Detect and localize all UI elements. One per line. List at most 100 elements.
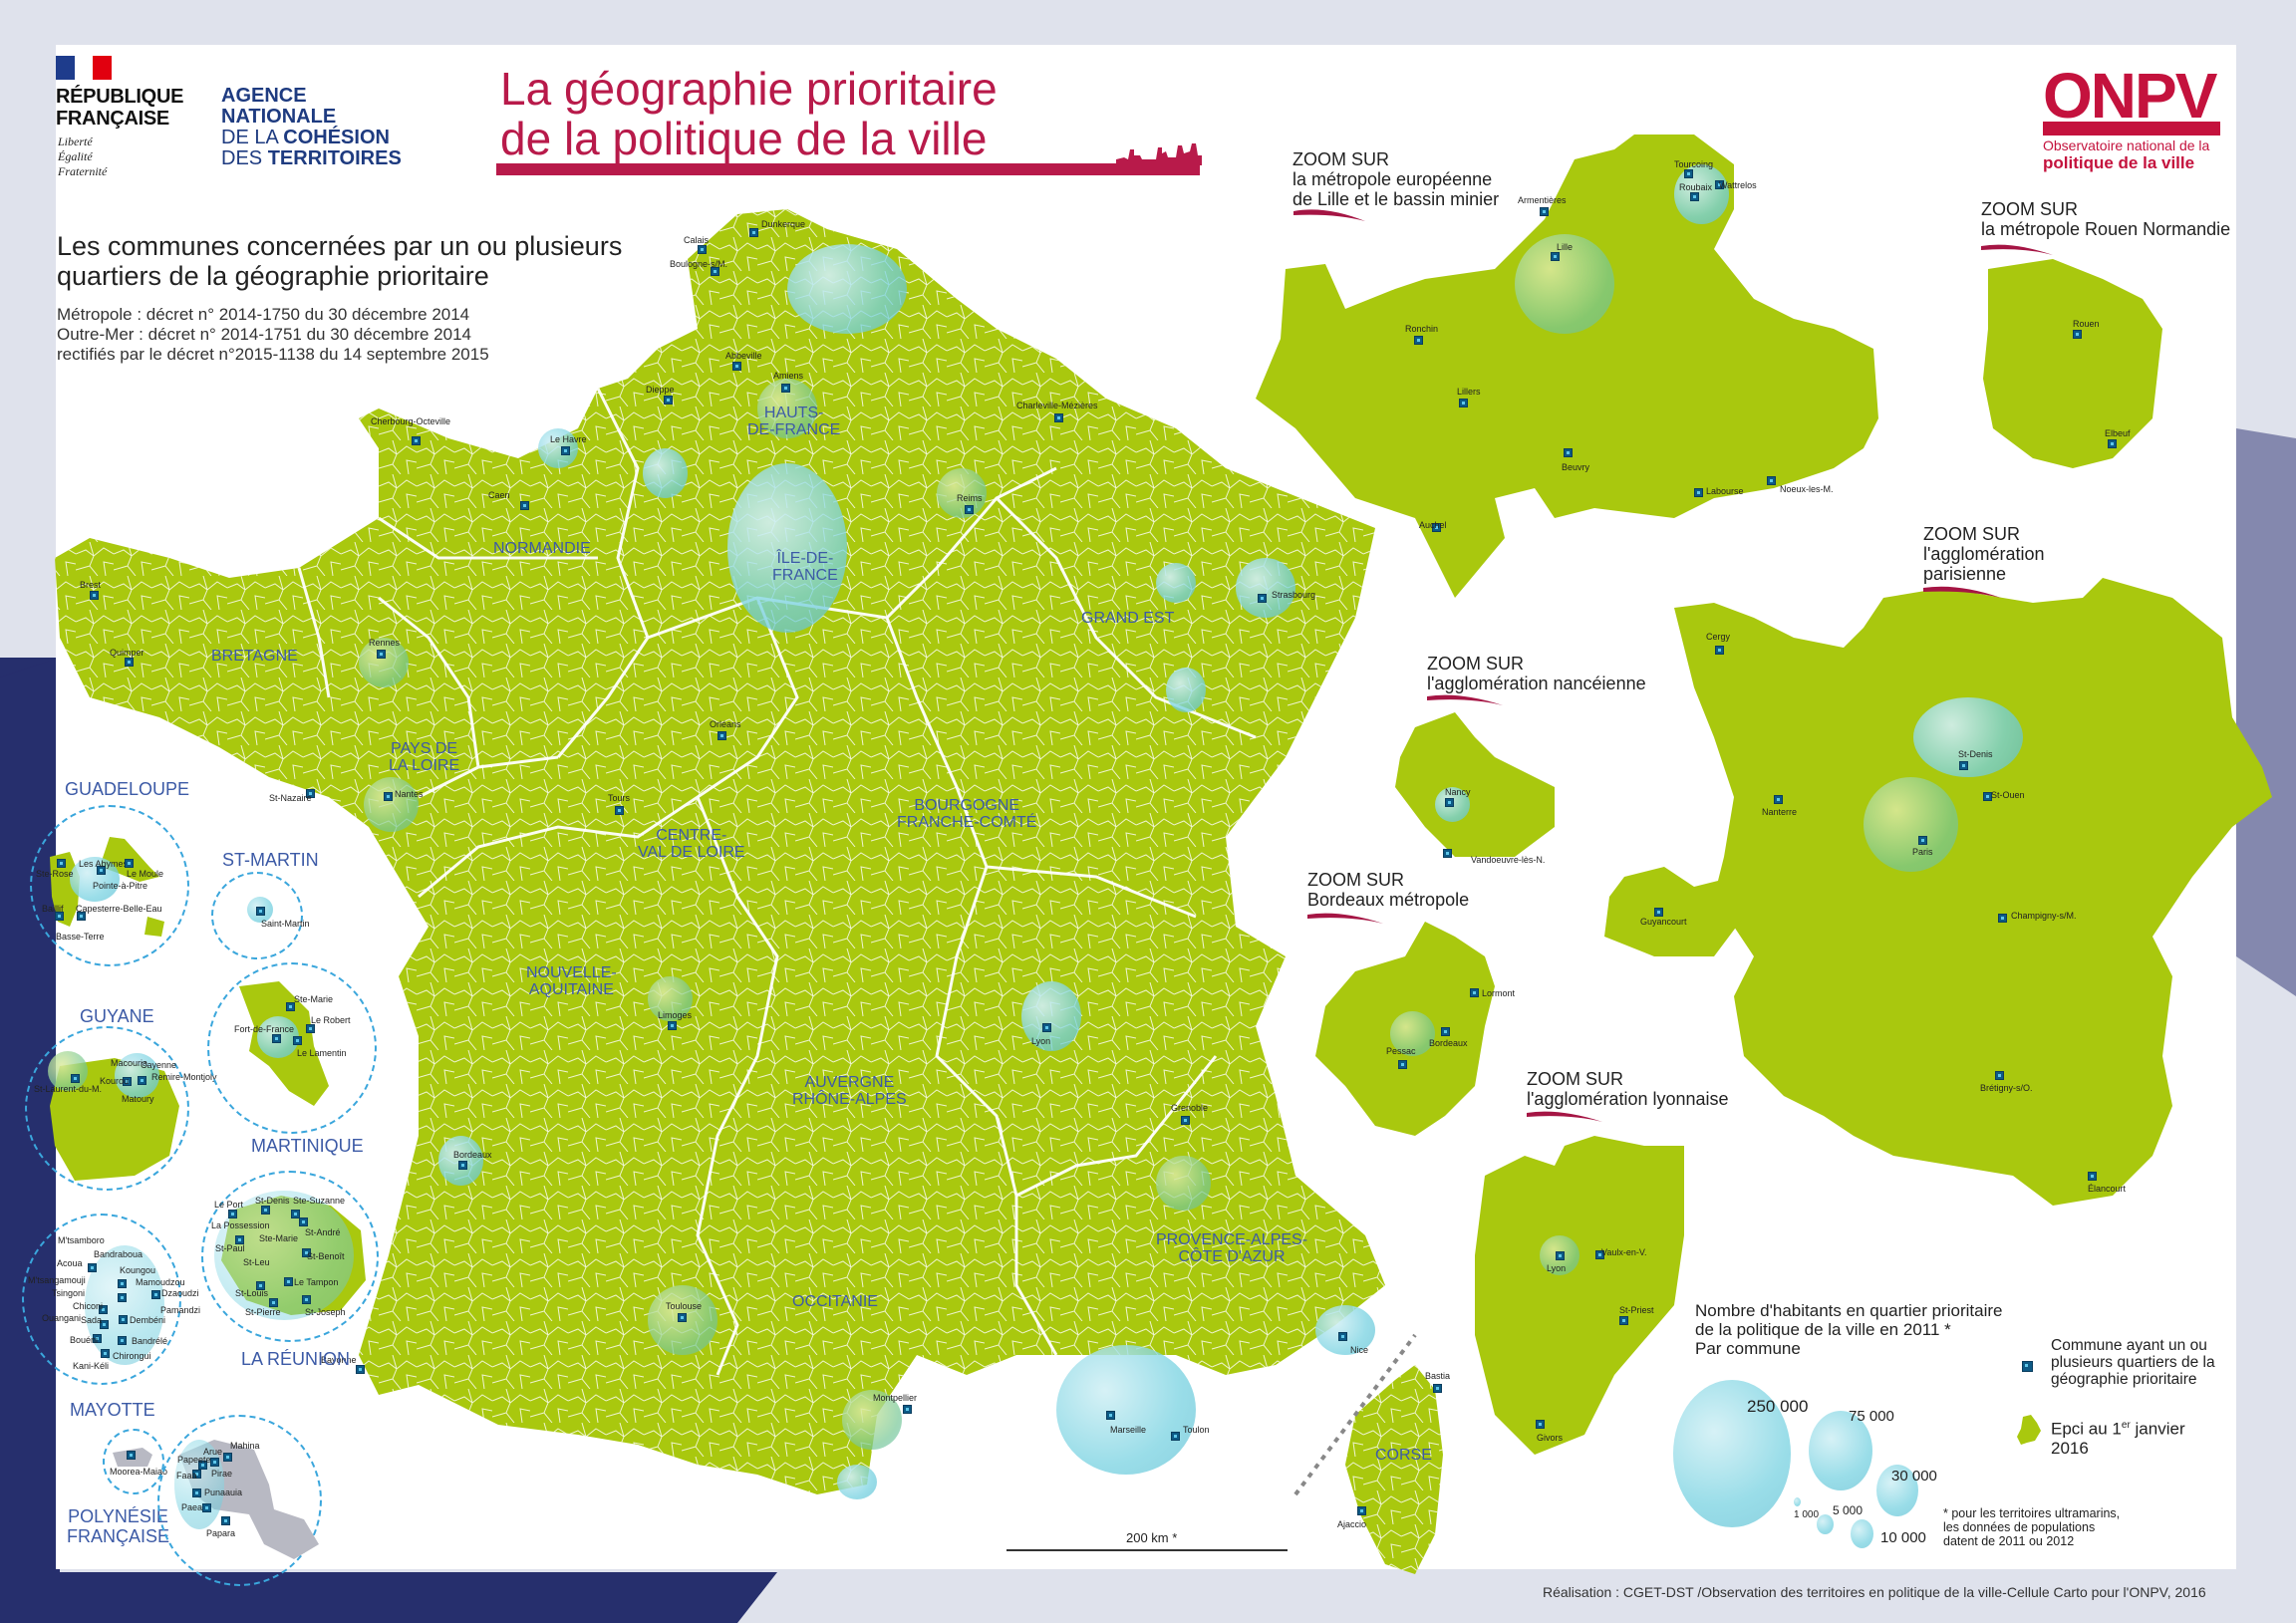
legend-size-250000: 250 000	[1747, 1397, 1809, 1416]
city-marker	[749, 228, 758, 237]
city-label: Le Robert	[311, 1015, 351, 1025]
city-marker	[1715, 646, 1724, 655]
city-label: Ste-Marie	[294, 994, 334, 1004]
legend-size-75000: 75 000	[1849, 1408, 1894, 1425]
city-marker	[1181, 1116, 1190, 1125]
inset-moorea	[103, 1429, 164, 1494]
city-marker	[1445, 798, 1454, 807]
dom-label-polynesie: POLYNÉSIE FRANÇAISE	[67, 1506, 170, 1546]
zoom-label-nancy: ZOOM SUR l'agglomération nancéienne	[1427, 654, 1646, 693]
scale-label: 200 km *	[1126, 1530, 1178, 1545]
city-label: Élancourt	[2088, 1184, 2127, 1194]
city-marker	[125, 859, 134, 868]
city-marker	[192, 1488, 201, 1497]
dom-label-martinique: MARTINIQUE	[251, 1136, 364, 1156]
city-label: Punaauia	[204, 1488, 243, 1497]
city-label: Nanterre	[1762, 807, 1798, 817]
legend-footnote: * pour les territoires ultramarins, les …	[1943, 1506, 2121, 1548]
city-label: Le Port	[214, 1200, 244, 1210]
bubble-marseille	[1056, 1345, 1196, 1475]
city-label: St-Priest	[1619, 1305, 1654, 1315]
city-label: Rouen	[2073, 319, 2100, 329]
city-marker	[458, 1161, 467, 1170]
city-marker	[1042, 1023, 1051, 1032]
city-marker	[284, 1277, 293, 1286]
city-label: Ste-Suzanne	[293, 1196, 346, 1206]
city-marker	[698, 245, 707, 254]
city-marker	[127, 1451, 136, 1460]
zoom-label-lille: ZOOM SUR la métropole européenne de Lille …	[1292, 149, 1500, 209]
city-marker	[57, 859, 66, 868]
bubble-pointe-a-pitre	[70, 857, 120, 902]
republique-francaise: RÉPUBLIQUE FRANÇAISE	[56, 86, 184, 130]
city-label: Ronchin	[1405, 324, 1439, 334]
inset-mayotte	[22, 1214, 181, 1385]
city-marker	[88, 1263, 97, 1272]
city-label: Sada	[81, 1315, 103, 1325]
city-marker	[202, 1503, 211, 1512]
city-label: Labourse	[1706, 486, 1744, 496]
city-marker	[718, 731, 726, 740]
city-label: Mamoudzou	[136, 1277, 185, 1287]
city-label: Bandrélé	[132, 1336, 168, 1346]
city-marker	[71, 1074, 80, 1083]
scale-bar	[1006, 1549, 1288, 1551]
city-marker	[1414, 336, 1423, 345]
city-marker	[1433, 1384, 1442, 1393]
inset-guyane	[25, 1026, 189, 1191]
city-label: Amiens	[773, 371, 804, 381]
region-label-corse: CORSE	[1375, 1447, 1432, 1464]
city-marker	[235, 1235, 244, 1244]
legend-title: Nombre d'habitants en quartier prioritai…	[1695, 1301, 2003, 1358]
bubble-ile-de-france	[727, 463, 847, 633]
bubble-strasbourg	[1236, 558, 1295, 618]
city-label: Armentières	[1518, 195, 1567, 205]
city-marker	[1998, 914, 2007, 923]
city-marker	[2108, 439, 2117, 448]
city-marker	[291, 1210, 300, 1218]
bubble-le-havre	[538, 428, 578, 468]
city-marker	[151, 1290, 160, 1299]
city-label: Dunkerque	[761, 219, 806, 229]
city-label: Kani-Kéli	[73, 1361, 110, 1371]
city-label: Ajaccio	[1337, 1519, 1367, 1529]
region-label-hauts-de-france: HAUTS- DE-FRANCE	[747, 405, 841, 438]
region-label-bourgogne-franche-comte: BOURGOGNE FRANCHE-COMTÉ	[897, 797, 1037, 831]
city-label: Papeete	[177, 1455, 211, 1465]
bubble-nancy	[1166, 668, 1206, 712]
city-label: Bayonne	[321, 1355, 357, 1365]
title-underline-bar	[496, 163, 1200, 175]
city-marker	[77, 912, 86, 921]
city-marker	[1551, 252, 1560, 261]
city-marker	[1619, 1316, 1628, 1325]
city-label: Guyancourt	[1640, 917, 1687, 927]
legend-bubble-250000	[1673, 1380, 1791, 1527]
city-label: Ste-Rose	[36, 869, 74, 879]
bubble-lyon	[1021, 981, 1081, 1051]
city-label: Arue	[203, 1447, 223, 1457]
city-label: Ste-Marie	[259, 1233, 299, 1243]
city-label: Charleville-Mézières	[1016, 401, 1098, 410]
city-marker	[1595, 1250, 1604, 1259]
legend-commune-marker-icon	[2022, 1361, 2033, 1372]
city-label: Tours	[608, 793, 631, 803]
city-label: Les Abymes	[79, 859, 129, 869]
city-label: Nancy	[1445, 787, 1471, 797]
city-label: Acoua	[57, 1258, 83, 1268]
region-label-normandie: NORMANDIE	[493, 540, 591, 557]
city-label: Kourou	[100, 1076, 130, 1086]
legend-bubble-5000	[1817, 1514, 1834, 1534]
city-marker	[1459, 399, 1468, 407]
city-label: Basse-Terre	[56, 932, 105, 942]
anct-logo: AGENCE NATIONALE DE LA COHÉSION DES TERR…	[221, 85, 402, 169]
city-label: St-André	[305, 1227, 341, 1237]
city-marker	[261, 1206, 270, 1215]
city-label: Brest	[80, 580, 102, 590]
city-label: Cergy	[1706, 632, 1731, 642]
inset-st-martin	[211, 872, 303, 959]
zoom-label-paris: ZOOM SUR l'agglomération parisienne	[1923, 524, 2045, 584]
city-skyline-icon	[1116, 143, 1202, 165]
city-marker	[256, 1281, 265, 1290]
inset-guadeloupe	[30, 805, 189, 966]
city-marker	[732, 362, 741, 371]
